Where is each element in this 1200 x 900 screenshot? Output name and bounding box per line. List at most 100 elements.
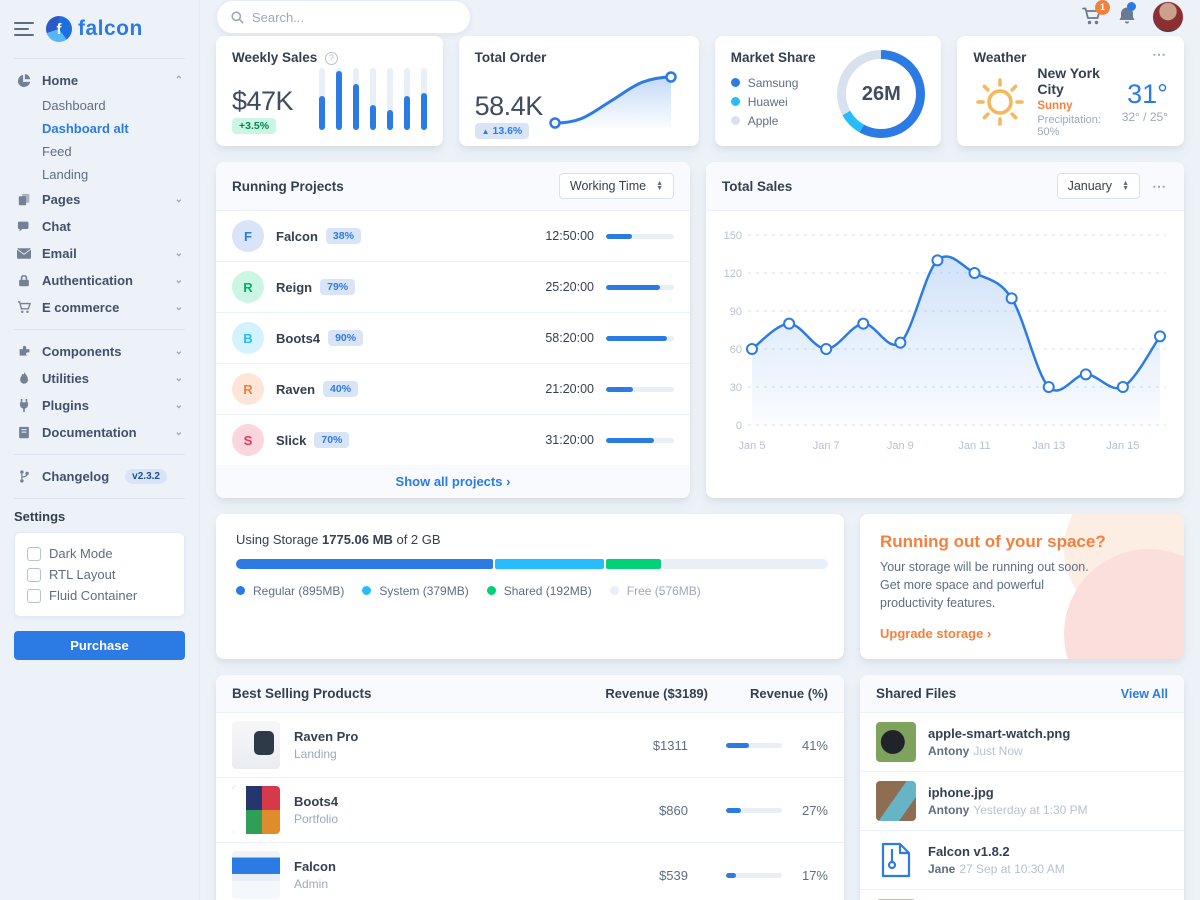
project-time: 58:20:00 [545, 331, 594, 345]
sidebar-item-utilities[interactable]: Utilities ⌄ [14, 365, 185, 392]
total-order-badge: ▲ 13.6% [474, 123, 530, 139]
more-options-icon[interactable]: ⋯ [1152, 178, 1168, 194]
project-avatar: B [232, 322, 264, 354]
chevron-down-icon: ⌄ [174, 346, 183, 357]
sidebar-item-changelog[interactable]: Changelog v2.3.2 [14, 463, 185, 490]
sidebar-item-dashboard-alt[interactable]: Dashboard alt [42, 121, 129, 136]
purchase-button[interactable]: Purchase [14, 631, 185, 660]
running-projects-header: Running Projects Working Time ▲ ▼ [216, 162, 690, 211]
product-row[interactable]: Raven Pro Landing $1311 41% [216, 713, 844, 779]
sidebar-item-components[interactable]: Components ⌄ [14, 338, 185, 365]
svg-text:Jan 7: Jan 7 [813, 440, 840, 452]
weekly-sales-bar-chart [318, 68, 427, 130]
rtl-layout-toggle[interactable]: RTL Layout [27, 564, 172, 585]
checkbox-icon[interactable] [27, 567, 41, 582]
book-icon [16, 426, 32, 439]
checkbox-icon[interactable] [27, 546, 41, 561]
weather-city: New York City [1037, 65, 1100, 97]
cart-button[interactable]: 1 [1082, 0, 1110, 28]
project-progress-bar [606, 335, 674, 341]
storage-title: Using Storage 1775.06 MB of 2 GB [236, 532, 824, 547]
svg-text:60: 60 [730, 344, 742, 356]
user-avatar[interactable] [1152, 1, 1184, 33]
sidebar-item-ecommerce[interactable]: E commerce ⌄ [14, 294, 185, 321]
weekly-bar-fill [318, 95, 325, 130]
version-badge: v2.3.2 [125, 469, 167, 484]
more-options-icon[interactable]: ⋯ [1151, 46, 1168, 62]
sidebar-nav: Home ⌃ Dashboard Dashboard alt Feed Land… [14, 58, 185, 660]
product-revenue-bar [726, 872, 782, 878]
project-name: Slick [276, 432, 307, 448]
svg-text:90: 90 [730, 306, 742, 318]
sidebar-item-feed[interactable]: Feed [42, 144, 72, 159]
best-selling-card: Best Selling Products Revenue ($3189) Re… [216, 675, 844, 900]
toggle-label: RTL Layout [49, 567, 116, 582]
fluid-container-toggle[interactable]: Fluid Container [27, 585, 172, 606]
sidebar-item-authentication[interactable]: Authentication ⌄ [14, 267, 185, 294]
product-name: Raven Pro [294, 729, 359, 745]
shopping-cart-icon [16, 301, 32, 314]
project-progress-fill [606, 335, 668, 341]
checkbox-icon[interactable] [27, 588, 41, 603]
sidebar-item-email[interactable]: Email ⌄ [14, 240, 185, 267]
file-name: iphone.jpg [928, 785, 994, 801]
shared-files-card: Shared Files View All apple-smart-watch.… [860, 675, 1184, 900]
product-row[interactable]: Boots4 Portfolio $860 27% [216, 778, 844, 844]
product-price: $539 [659, 867, 688, 883]
project-name: Boots4 [276, 330, 321, 346]
show-all-projects-link[interactable]: Show all projects › [396, 474, 511, 489]
file-icon-wrap [876, 840, 916, 880]
chevron-down-icon: ⌄ [174, 275, 183, 286]
file-thumbnail [876, 722, 916, 763]
file-row[interactable]: apple-smart-watch.png Antony Just Now [860, 713, 1184, 773]
project-row[interactable]: S Slick 70% 31:20:00 [216, 415, 690, 465]
select-value: Working Time [569, 179, 647, 193]
search-box[interactable] [216, 0, 471, 34]
notifications-button[interactable] [1118, 2, 1136, 28]
product-revenue-bar [726, 742, 782, 748]
storage-segment-regular [236, 559, 493, 569]
project-row[interactable]: R Raven 40% 21:20:00 [216, 364, 690, 415]
working-time-select[interactable]: Working Time ▲ ▼ [558, 173, 674, 199]
legend-dot [362, 586, 372, 595]
sidebar-item-home[interactable]: Home ⌃ [14, 67, 185, 94]
file-row[interactable]: Falcon v1.8.2 Jane 27 Sep at 10:30 AM [860, 831, 1184, 891]
sidebar-item-landing[interactable]: Landing [42, 167, 89, 182]
sidebar-item-plugins[interactable]: Plugins ⌄ [14, 392, 185, 419]
product-name: Boots4 [294, 794, 339, 810]
sidebar-item-pages[interactable]: Pages ⌄ [14, 186, 185, 213]
sidebar-item-dashboard[interactable]: Dashboard [42, 98, 106, 113]
chevron-down-icon: ⌄ [174, 427, 183, 438]
file-time: 27 Sep at 10:30 AM [959, 862, 1065, 877]
weekly-bar [369, 68, 376, 130]
total-order-body: 58.4K ▲ 13.6% [474, 65, 683, 139]
project-row[interactable]: R Reign 79% 25:20:00 [216, 262, 690, 313]
view-all-link[interactable]: View All [1120, 686, 1168, 701]
search-input[interactable] [252, 9, 456, 25]
project-row[interactable]: B Boots4 90% 58:20:00 [216, 313, 690, 364]
upgrade-storage-link[interactable]: Upgrade storage › [880, 626, 992, 642]
weekly-bar [318, 68, 325, 130]
divider [14, 498, 185, 499]
product-row[interactable]: Falcon Admin $539 17% [216, 843, 844, 900]
sidebar-item-label: Email [42, 246, 77, 261]
project-row[interactable]: F Falcon 38% 12:50:00 [216, 211, 690, 262]
total-sales-card: Total Sales January ▲ ▼ ⋯ 0 30 60 90 120 1 [706, 162, 1184, 498]
file-row[interactable]: iphone.jpg Antony Yesterday at 1:30 PM [860, 772, 1184, 832]
sidebar-item-chat[interactable]: Chat [14, 213, 185, 240]
project-avatar: R [232, 373, 264, 405]
falcon-logo[interactable]: f falcon [46, 16, 143, 42]
running-projects-footer: Show all projects › [216, 465, 690, 498]
file-row[interactable]: iMac.jpg Rowen23 Sep at 6:10 PM [860, 890, 1184, 900]
month-select[interactable]: January ▲ ▼ [1056, 173, 1140, 199]
file-thumbnail [876, 781, 916, 822]
lock-icon [16, 274, 32, 287]
dark-mode-toggle[interactable]: Dark Mode [27, 543, 172, 564]
sidebar-item-documentation[interactable]: Documentation ⌄ [14, 419, 185, 446]
hamburger-menu-icon[interactable] [14, 18, 34, 40]
help-icon[interactable]: ? [324, 51, 338, 65]
project-time: 31:20:00 [545, 433, 594, 447]
revenue-pct-column-header: Revenue (%) [749, 686, 828, 702]
storage-progress-bar [236, 559, 829, 569]
